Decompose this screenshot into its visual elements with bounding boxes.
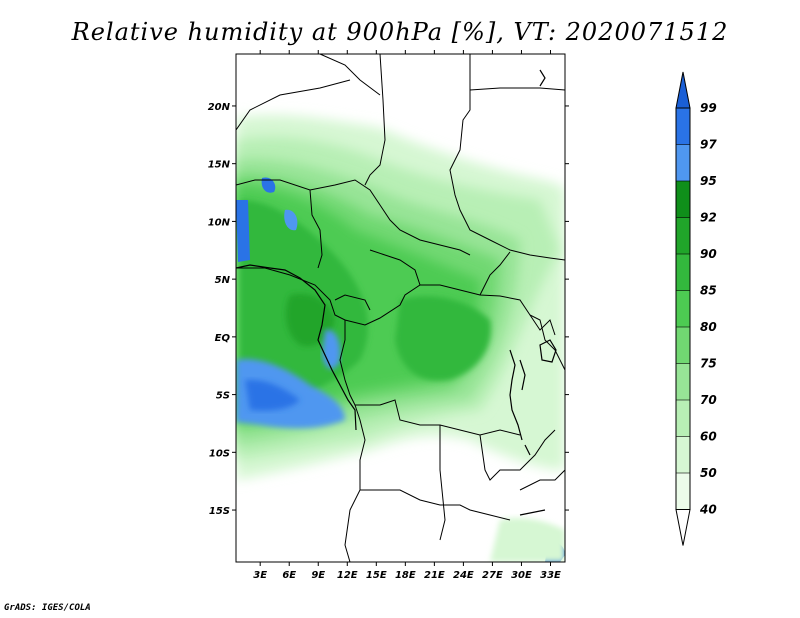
lat-label: 20N	[208, 102, 231, 113]
lat-label: 15N	[208, 160, 231, 171]
lon-label: 3E	[253, 570, 267, 581]
colorbar-swatch	[676, 473, 690, 510]
longitude-axis: 3E 6E 9E 12E 15E 18E 21E 24E 27E 30E 33E	[253, 50, 561, 581]
colorbar-top-arrow	[675, 71, 691, 109]
grads-credit: GrADS: IGES/COLA	[4, 603, 91, 613]
colorbar-label: 80	[700, 320, 717, 334]
colorbar-swatch	[676, 108, 690, 145]
colorbar-label: 97	[700, 138, 717, 152]
colorbar: 99 97 95 92 90 85 80 75 70 60 50 40	[675, 71, 717, 546]
coastline	[236, 69, 557, 516]
colorbar-swatch	[676, 327, 690, 364]
lon-label: 27E	[482, 570, 503, 581]
lat-label: 5S	[216, 391, 230, 402]
colorbar-swatch	[676, 290, 690, 327]
lon-label: 24E	[453, 570, 474, 581]
lat-label: 10S	[209, 448, 230, 459]
colorbar-label: 50	[700, 466, 717, 480]
colorbar-swatch	[676, 254, 690, 291]
lon-label: 30E	[511, 570, 532, 581]
colorbar-swatch	[676, 144, 690, 181]
colorbar-label: 85	[700, 284, 717, 298]
latitude-axis: 20N 15N 10N 5N EQ 5S 10S 15S	[208, 102, 569, 517]
map-title: Relative humidity at 900hPa [%], VT: 202…	[71, 18, 729, 46]
colorbar-bottom-arrow	[675, 509, 691, 546]
lon-label: 33E	[540, 570, 561, 581]
colorbar-label: 75	[700, 357, 717, 371]
colorbar-label: 92	[700, 211, 717, 225]
lat-label: EQ	[215, 333, 231, 344]
lon-label: 15E	[366, 570, 387, 581]
lat-label: 10N	[208, 217, 231, 228]
lon-label: 6E	[282, 570, 296, 581]
lon-label: 12E	[337, 570, 358, 581]
colorbar-label: 70	[700, 393, 717, 407]
colorbar-label: 90	[700, 247, 717, 261]
lon-label: 21E	[424, 570, 445, 581]
colorbar-swatch	[676, 363, 690, 400]
colorbar-label: 40	[699, 503, 717, 517]
colorbar-swatch	[676, 400, 690, 437]
lon-label: 9E	[311, 570, 325, 581]
map-frame	[235, 53, 566, 563]
colorbar-label: 99	[700, 101, 717, 115]
colorbar-swatch	[676, 181, 690, 218]
colorbar-label: 60	[700, 430, 717, 444]
colorbar-label: 95	[700, 174, 717, 188]
colorbar-swatch	[676, 436, 690, 473]
country-borders	[236, 54, 565, 562]
lon-label: 18E	[395, 570, 416, 581]
lat-label: 5N	[215, 275, 231, 286]
colorbar-swatch	[676, 217, 690, 254]
lat-label: 15S	[209, 506, 230, 517]
humidity-field	[236, 54, 565, 562]
